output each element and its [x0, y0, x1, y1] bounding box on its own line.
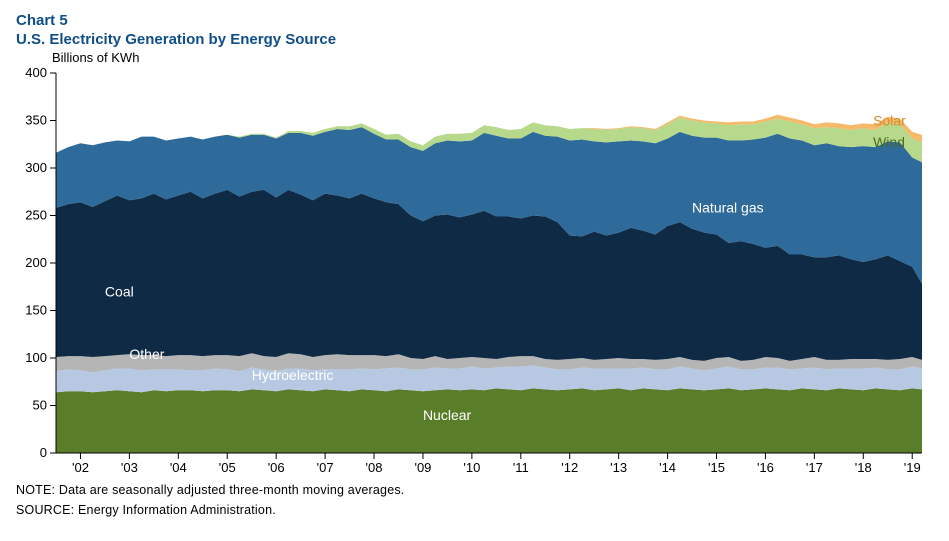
xtick-label: '06 [268, 460, 285, 475]
xtick-label: '11 [513, 460, 529, 475]
xtick-label: '09 [414, 460, 431, 475]
ytick-label: 250 [25, 208, 47, 223]
series-label-naturalgas: Natural gas [692, 200, 764, 216]
series-label-wind: Wind [873, 134, 905, 150]
xtick-label: '02 [72, 460, 89, 475]
series-label-coal: Coal [105, 283, 134, 299]
plot-container: 0 50 100 150 200 250 300 350 400 '02 '03 '04 '05 '06 '… [16, 67, 933, 477]
ytick-label: 0 [40, 445, 47, 460]
xtick-label: '19 [904, 460, 921, 475]
chart-note: NOTE: Data are seasonally adjusted three… [16, 483, 933, 497]
xtick-label: '10 [463, 460, 480, 475]
xtick-label: '03 [121, 460, 138, 475]
ytick-label: 150 [25, 303, 47, 318]
xtick-label: '12 [561, 460, 578, 475]
ytick-label: 100 [25, 350, 47, 365]
ytick-label: 350 [25, 113, 47, 128]
ytick-label: 50 [33, 398, 47, 413]
xtick-label: '16 [757, 460, 774, 475]
xtick-label: '07 [317, 460, 334, 475]
ytick-label: 300 [25, 160, 47, 175]
xtick-label: '18 [855, 460, 872, 475]
series-label-other: Other [129, 346, 164, 362]
xtick-label: '17 [806, 460, 823, 475]
chart-source: SOURCE: Energy Information Administratio… [16, 503, 933, 517]
xtick-label: '08 [366, 460, 383, 475]
y-axis-label: Billions of KWh [52, 50, 933, 65]
xtick-label: '14 [659, 460, 676, 475]
xtick-label: '13 [610, 460, 627, 475]
ytick-label: 200 [25, 255, 47, 270]
area-nuclear [56, 388, 922, 453]
stacked-area-plot: 0 50 100 150 200 250 300 350 400 '02 '03 '04 '05 '06 '… [16, 67, 928, 477]
series-label-hydro: Hydroelectric [252, 367, 334, 383]
xtick-label: '04 [170, 460, 187, 475]
chart-number: Chart 5 [16, 12, 933, 29]
series-label-nuclear: Nuclear [423, 407, 472, 423]
xtick-label: '05 [219, 460, 236, 475]
ytick-label: 400 [25, 67, 47, 80]
series-label-solar: Solar [873, 112, 906, 128]
chart-title: U.S. Electricity Generation by Energy So… [16, 31, 933, 48]
xtick-label: '15 [708, 460, 725, 475]
